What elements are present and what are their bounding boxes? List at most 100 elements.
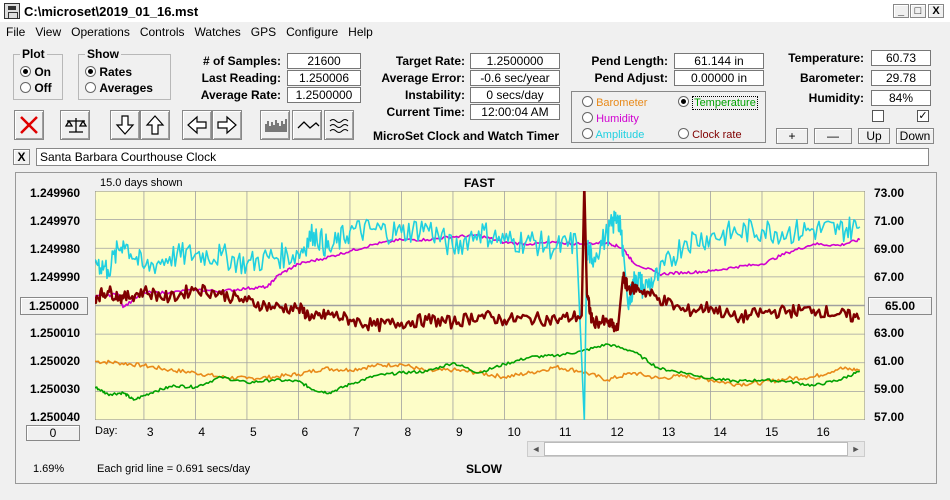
arrow-down-button[interactable] — [110, 110, 140, 140]
radio-selected-icon — [20, 66, 31, 77]
pend-adjust-label: Pend Adjust: — [594, 71, 668, 85]
series-line — [95, 191, 860, 333]
title-bar: C:\microset\2019_01_16.mst _ □ X — [0, 0, 950, 22]
x-tick-label: 10 — [507, 425, 521, 439]
show-rates-radio[interactable]: Rates — [85, 65, 132, 79]
humidity-label: Humidity: — [808, 91, 864, 105]
series-barometer-radio[interactable]: Barometer — [582, 96, 647, 109]
option-checkbox-1[interactable] — [872, 110, 884, 122]
center-temp-button[interactable]: 65.00 — [868, 297, 932, 315]
horizontal-scrollbar[interactable]: ◄ ► — [527, 441, 865, 457]
x-tick-label: 8 — [404, 425, 412, 439]
arrow-up-icon — [145, 115, 165, 135]
minimize-button[interactable]: _ — [893, 4, 909, 18]
close-button[interactable]: X — [928, 4, 944, 18]
menu-view[interactable]: View — [35, 25, 62, 39]
right-tick: 57.00 — [874, 410, 905, 424]
left-tick: 1.250030 — [30, 382, 81, 396]
stop-button[interactable] — [14, 110, 44, 140]
right-tick: 61.00 — [874, 354, 905, 368]
radio-unselected-icon — [678, 128, 689, 139]
up-button[interactable]: Up — [858, 128, 890, 144]
line-graph-button[interactable] — [292, 110, 322, 140]
scroll-right-arrow[interactable]: ► — [851, 444, 861, 454]
radio-unselected-icon — [20, 82, 31, 93]
left-tick: 1.249970 — [30, 214, 81, 228]
show-group-title: Show — [85, 47, 121, 61]
x-tick-label: 14 — [713, 425, 727, 439]
balance-button[interactable] — [60, 110, 90, 140]
menu-controls[interactable]: Controls — [139, 25, 185, 39]
current-time-label: Current Time: — [386, 105, 465, 119]
clock-name-input[interactable]: Santa Barbara Courthouse Clock — [36, 148, 929, 166]
menu-configure[interactable]: Configure — [286, 25, 339, 39]
radio-unselected-icon — [85, 82, 96, 93]
last-reading-field: 1.250006 — [287, 70, 361, 86]
left-tick: 1.250040 — [30, 410, 81, 424]
arrow-down-icon — [115, 115, 135, 135]
current-time-field: 12:00:04 AM — [470, 104, 560, 120]
right-tick: 63.00 — [874, 326, 905, 340]
samples-field: 21600 — [287, 53, 361, 69]
arrow-left-button[interactable] — [182, 110, 212, 140]
series-humidity-label: Humidity — [596, 113, 639, 125]
clear-clock-button[interactable]: X — [13, 149, 30, 165]
last-reading-label: Last Reading: — [201, 71, 281, 85]
series-amplitude-label: Amplitude — [595, 129, 645, 141]
plot-area — [95, 191, 865, 420]
scale-icon — [64, 118, 88, 133]
radio-unselected-icon — [582, 112, 593, 123]
down-button[interactable]: Down — [896, 128, 934, 144]
maximize-button[interactable]: □ — [910, 4, 926, 18]
show-averages-radio[interactable]: Averages — [85, 81, 153, 95]
arrow-up-button[interactable] — [140, 110, 170, 140]
samples-label: # of Samples: — [202, 54, 281, 68]
x-tick-label: 11 — [558, 425, 572, 439]
menu-gps[interactable]: GPS — [250, 25, 277, 39]
scroll-left-arrow[interactable]: ◄ — [531, 444, 541, 454]
x-tick-label: 12 — [610, 425, 624, 439]
show-averages-label: Averages — [99, 81, 153, 95]
series-barometer-label: Barometer — [596, 97, 648, 109]
series-selector: Barometer Temperature Humidity Amplitude… — [571, 91, 766, 143]
day-axis-label: Day: — [95, 425, 118, 437]
menu-watches[interactable]: Watches — [194, 25, 241, 39]
x-tick-label: 9 — [455, 425, 463, 439]
left-tick: 1.250020 — [30, 354, 81, 368]
series-temperature-radio[interactable]: Temperature — [678, 96, 758, 110]
plot-off-radio[interactable]: Off — [20, 81, 52, 95]
arrow-right-button[interactable] — [212, 110, 242, 140]
decrease-button[interactable]: — — [814, 128, 852, 144]
offset-button[interactable]: 0 — [26, 425, 80, 441]
radio-selected-icon — [85, 66, 96, 77]
menu-file[interactable]: File — [6, 25, 26, 39]
x-tick-label: 7 — [352, 425, 360, 439]
right-tick: 59.00 — [874, 382, 905, 396]
slow-label: SLOW — [466, 462, 502, 476]
scroll-thumb[interactable] — [544, 442, 848, 456]
right-tick: 73.00 — [874, 186, 905, 200]
menu-help[interactable]: Help — [348, 25, 373, 39]
window-title: C:\microset\2019_01_16.mst — [24, 4, 199, 19]
show-rates-label: Rates — [99, 65, 133, 79]
increase-button[interactable]: + — [776, 128, 808, 144]
series-amplitude-radio[interactable]: Amplitude — [582, 128, 644, 141]
pend-adjust-field: 0.00000 in — [674, 70, 764, 86]
wave-graph-button[interactable] — [324, 110, 354, 140]
app-icon — [4, 3, 20, 19]
plot-on-label: On — [34, 65, 52, 79]
humidity-field: 84% — [871, 90, 931, 106]
series-clockrate-radio[interactable]: Clock rate — [678, 128, 742, 141]
pend-length-field: 61.144 in — [674, 53, 764, 69]
barometer-label: Barometer: — [799, 71, 864, 85]
option-checkbox-2[interactable]: ✓ — [917, 110, 929, 122]
series-temperature-label: Temperature — [692, 96, 758, 110]
menu-operations[interactable]: Operations — [71, 25, 130, 39]
series-humidity-radio[interactable]: Humidity — [582, 112, 639, 125]
center-rate-button[interactable]: 1.250000 — [20, 297, 88, 315]
plot-on-radio[interactable]: On — [20, 65, 51, 79]
bar-graph-button[interactable] — [260, 110, 290, 140]
series-line — [95, 343, 861, 401]
fast-label: FAST — [464, 176, 495, 190]
percent-label: 1.69% — [33, 463, 65, 475]
